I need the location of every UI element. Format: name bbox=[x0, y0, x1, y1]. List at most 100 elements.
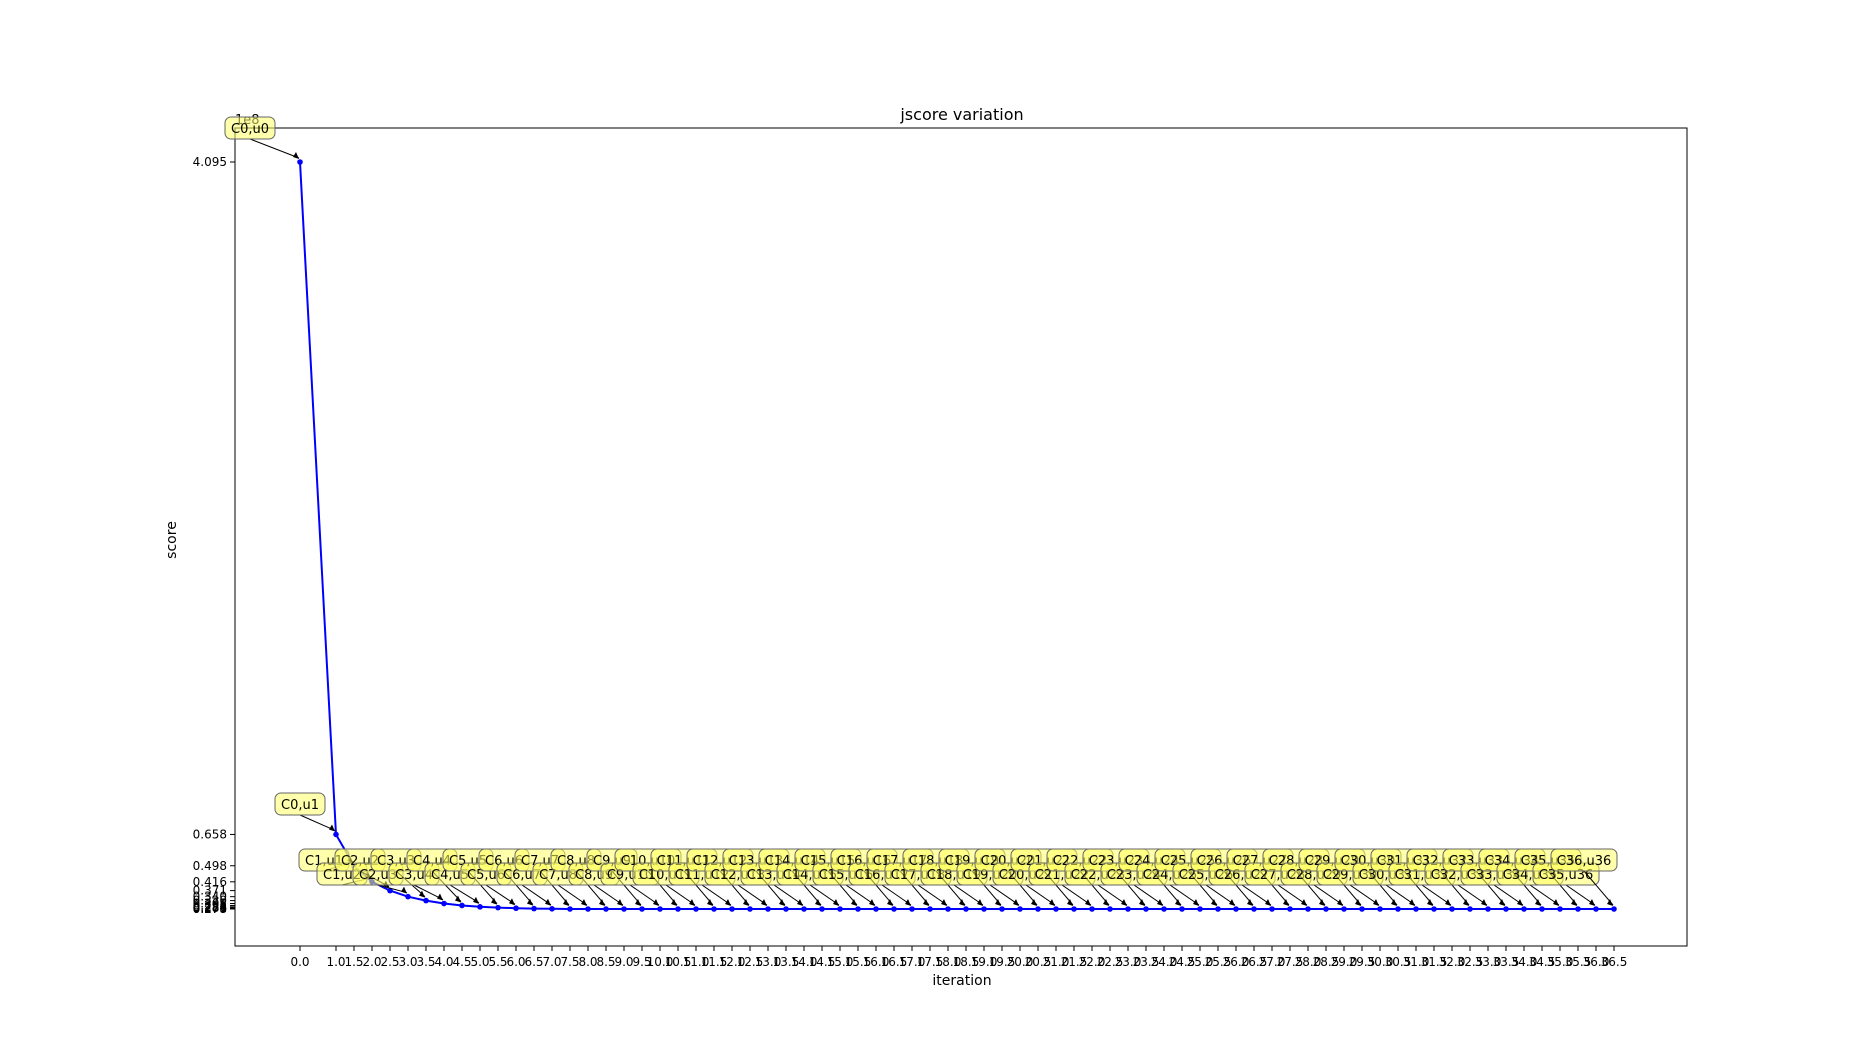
x-tick-label: 19.0 bbox=[971, 955, 998, 969]
x-tick-label: 25.5 bbox=[1205, 955, 1232, 969]
x-tick-label: 22.0 bbox=[1079, 955, 1106, 969]
data-point bbox=[1377, 906, 1383, 912]
data-point bbox=[441, 900, 447, 907]
data-point bbox=[1395, 906, 1401, 912]
annotation-arrowhead bbox=[419, 890, 425, 898]
x-tick-label: 32.5 bbox=[1457, 955, 1484, 969]
x-tick-label: 21.0 bbox=[1043, 955, 1070, 969]
annotation-arrow bbox=[593, 884, 624, 906]
data-point bbox=[513, 905, 519, 912]
data-point bbox=[1575, 906, 1581, 912]
data-point bbox=[639, 906, 645, 912]
annotation-arrowhead bbox=[599, 899, 605, 906]
data-point bbox=[1233, 906, 1239, 912]
x-tick-label: 26.0 bbox=[1223, 955, 1250, 969]
x-tick-label: 21.5 bbox=[1061, 955, 1088, 969]
annotation-arrowhead bbox=[455, 895, 461, 903]
data-point bbox=[1449, 906, 1455, 912]
annotation-arrow bbox=[557, 884, 588, 906]
annotation-arrowhead bbox=[851, 899, 857, 906]
x-tick-label: 8.5 bbox=[596, 955, 615, 969]
y-tick-label: 0.288 bbox=[193, 900, 227, 914]
x-tick-label: 22.5 bbox=[1097, 955, 1124, 969]
x-tick-label: 32.0 bbox=[1439, 955, 1466, 969]
annotation-label: C5,u6 bbox=[467, 868, 505, 883]
annotation-arrow bbox=[1313, 884, 1344, 906]
x-tick-label: 23.5 bbox=[1133, 955, 1160, 969]
annotation-arrowhead bbox=[833, 899, 839, 906]
data-point bbox=[945, 906, 951, 912]
annotation-arrowhead bbox=[725, 899, 731, 906]
x-tick-label: 30.0 bbox=[1367, 955, 1394, 969]
y-tick-label: 0.371 bbox=[193, 884, 227, 898]
y-tick-label: 4.095 bbox=[193, 155, 227, 169]
x-tick-label: 17.0 bbox=[899, 955, 926, 969]
annotation-arrowhead bbox=[1607, 899, 1613, 906]
data-point bbox=[675, 906, 681, 912]
x-tick-label: 27.0 bbox=[1259, 955, 1286, 969]
x-tick-label: 8.0 bbox=[578, 955, 597, 969]
annotation-arrowhead bbox=[1535, 899, 1541, 906]
annotation-arrowhead bbox=[1373, 899, 1379, 906]
axes: 0.0 1.01.52.02.53.03.54.04.55.05.56.06.57… bbox=[193, 127, 1688, 969]
annotation-label: C4,u5 bbox=[431, 868, 469, 883]
x-tick-label: 27.5 bbox=[1277, 955, 1304, 969]
data-point bbox=[1035, 906, 1041, 912]
annotation-arrow bbox=[1583, 870, 1614, 906]
annotation-arrow bbox=[737, 884, 768, 906]
data-point bbox=[801, 906, 807, 912]
data-point bbox=[477, 904, 483, 910]
x-tick-label: 26.5 bbox=[1241, 955, 1268, 969]
data-point bbox=[1539, 906, 1545, 912]
annotation-arrowhead bbox=[473, 896, 479, 904]
annotation-arrowhead bbox=[1445, 899, 1451, 906]
y-tick-label: 0.277 bbox=[193, 902, 227, 916]
annotation-arrowhead bbox=[401, 886, 407, 894]
annotation-arrowhead bbox=[1553, 899, 1559, 906]
annotation-arrowhead bbox=[1319, 899, 1325, 906]
annotation-label: C0,u1 bbox=[281, 798, 319, 813]
x-tick-label: 23.0 bbox=[1115, 955, 1142, 969]
annotation-arrow bbox=[845, 884, 876, 906]
data-point bbox=[603, 906, 609, 912]
annotation-arrow bbox=[1421, 884, 1452, 906]
data-point bbox=[1017, 906, 1023, 912]
annotation-arrowhead bbox=[1211, 899, 1217, 906]
annotation-arrowhead bbox=[1229, 899, 1235, 906]
data-point bbox=[1359, 906, 1365, 912]
annotation-arrow bbox=[773, 884, 804, 906]
annotation-arrowhead bbox=[1247, 899, 1253, 906]
annotation-arrowhead bbox=[1517, 899, 1523, 906]
x-tick-label: 12.5 bbox=[737, 955, 764, 969]
x-tick-label: 28.0 bbox=[1295, 955, 1322, 969]
x-tick-label: 11.0 bbox=[683, 955, 710, 969]
x-tick-label: 3.0 bbox=[398, 955, 417, 969]
x-tick-label: 16.5 bbox=[881, 955, 908, 969]
annotation-arrow bbox=[1457, 884, 1488, 906]
annotation-arrow bbox=[1349, 884, 1380, 906]
x-tick-label: 34.0 bbox=[1511, 955, 1538, 969]
y-tick-label: 0.278 bbox=[193, 902, 227, 916]
data-point bbox=[1323, 906, 1329, 912]
annotation-arrowhead bbox=[815, 899, 821, 906]
annotation-arrowhead bbox=[1103, 899, 1109, 906]
annotation-arrowhead bbox=[1463, 899, 1469, 906]
annotation-arrowhead bbox=[923, 899, 929, 906]
annotation-group: C0,u0C0,u1C1,u1C1,u2C2,u2C2,u3C3,u3C3,u4… bbox=[224, 116, 1618, 906]
y-tick-label: 0.279 bbox=[193, 902, 227, 916]
annotation-arrowhead bbox=[1589, 899, 1595, 906]
annotation-arrow bbox=[485, 884, 516, 905]
x-tick-label: 16.0 bbox=[863, 955, 890, 969]
data-point bbox=[1125, 906, 1131, 912]
x-tick-label: 6.5 bbox=[524, 955, 543, 969]
annotation-arrowhead bbox=[1409, 899, 1415, 906]
chart-title: jscore variation bbox=[899, 105, 1023, 124]
data-point bbox=[1179, 906, 1185, 912]
annotation-arrowhead bbox=[1085, 899, 1091, 906]
y-tick-label: 0.416 bbox=[193, 875, 227, 889]
data-point bbox=[873, 906, 879, 912]
data-point bbox=[531, 905, 537, 912]
annotation-arrowhead bbox=[491, 897, 497, 905]
annotation-arrow bbox=[881, 884, 912, 906]
